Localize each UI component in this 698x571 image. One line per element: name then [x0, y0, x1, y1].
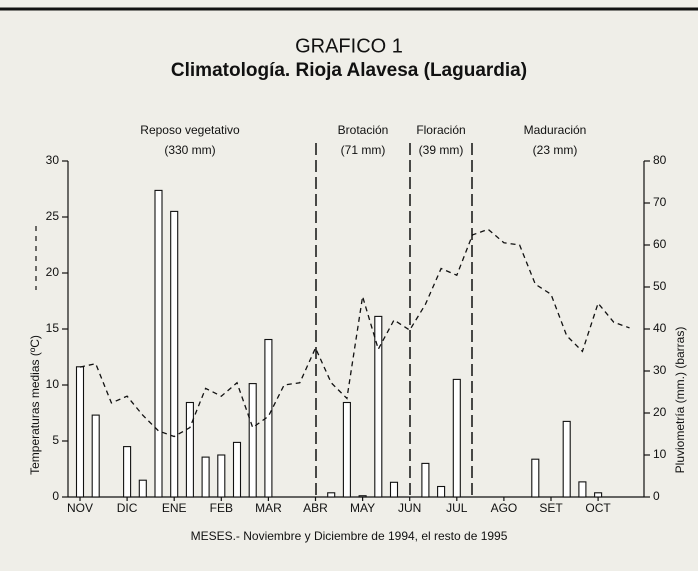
- x-axis-label: MESES.- Noviembre y Diciembre de 1994, e…: [191, 529, 508, 543]
- bar: [452, 378, 461, 498]
- bar: [201, 456, 210, 498]
- y2-tick-label: 40: [653, 321, 667, 335]
- x-tick-label: DIC: [117, 501, 138, 515]
- x-tick-label: AGO: [491, 501, 518, 515]
- period-label: Reposo vegetativo: [140, 123, 240, 137]
- bar: [217, 454, 226, 498]
- x-tick-label: NOV: [67, 501, 93, 515]
- x-tick-label: FEB: [210, 501, 233, 515]
- x-tick-label: MAR: [255, 501, 282, 515]
- bar: [437, 485, 446, 498]
- y-tick-label: 5: [52, 433, 59, 447]
- y2-tick-label: 80: [653, 153, 667, 167]
- bar: [358, 495, 367, 498]
- period-amount: (71 mm): [341, 143, 386, 157]
- y2-tick-label: 0: [653, 489, 660, 503]
- bar: [170, 210, 179, 498]
- bar: [248, 383, 257, 498]
- y2-tick-label: 30: [653, 363, 667, 377]
- period-label: Maduración: [524, 123, 587, 137]
- bar: [374, 315, 383, 498]
- bar: [531, 458, 540, 498]
- y-tick-label: 25: [46, 209, 60, 223]
- bar: [421, 462, 430, 498]
- bar: [389, 481, 399, 498]
- period-separators: [315, 143, 473, 497]
- x-tick-label: MAY: [350, 501, 375, 515]
- y-axis-label: Temperaturas medias (ºC): [28, 335, 42, 475]
- x-tick-label: ABR: [303, 501, 328, 515]
- bar: [562, 420, 571, 498]
- chart-subtitle: Climatología. Rioja Alavesa (Laguardia): [171, 60, 527, 81]
- bar: [138, 479, 147, 498]
- y2-tick-label: 50: [653, 279, 667, 293]
- y2-tick-label: 20: [653, 405, 667, 419]
- y-tick-label: 0: [52, 489, 59, 503]
- period-label: Brotación: [338, 123, 389, 137]
- bar: [578, 481, 587, 498]
- bar: [342, 401, 351, 498]
- y-tick-label: 10: [46, 377, 60, 391]
- bar: [75, 366, 85, 498]
- bar: [327, 492, 336, 498]
- period-label: Floración: [416, 123, 465, 137]
- x-tick-label: ENE: [162, 501, 187, 515]
- bar: [185, 401, 194, 498]
- y-tick-label: 30: [46, 153, 60, 167]
- x-tick-label: SET: [539, 501, 563, 515]
- y-tick-label: 20: [46, 265, 60, 279]
- bar: [594, 492, 603, 498]
- x-tick-label: OCT: [585, 501, 611, 515]
- y2-tick-label: 70: [653, 195, 667, 209]
- period-amount: (39 mm): [419, 143, 464, 157]
- bar: [123, 446, 132, 498]
- period-amount: (330 mm): [164, 143, 215, 157]
- x-tick-label: JUL: [446, 501, 468, 515]
- y-tick-label: 15: [46, 321, 60, 335]
- y2-tick-label: 10: [653, 447, 667, 461]
- chart-title: GRAFICO 1: [295, 35, 403, 57]
- bar: [154, 189, 163, 498]
- y2-tick-label: 60: [653, 237, 667, 251]
- period-amount: (23 mm): [533, 143, 578, 157]
- temperature-line: [79, 228, 630, 438]
- bar: [91, 414, 100, 498]
- y2-axis-label: Pluviometría (mm.) (barras): [673, 327, 687, 474]
- bar: [232, 441, 242, 498]
- x-tick-label: JUN: [398, 501, 421, 515]
